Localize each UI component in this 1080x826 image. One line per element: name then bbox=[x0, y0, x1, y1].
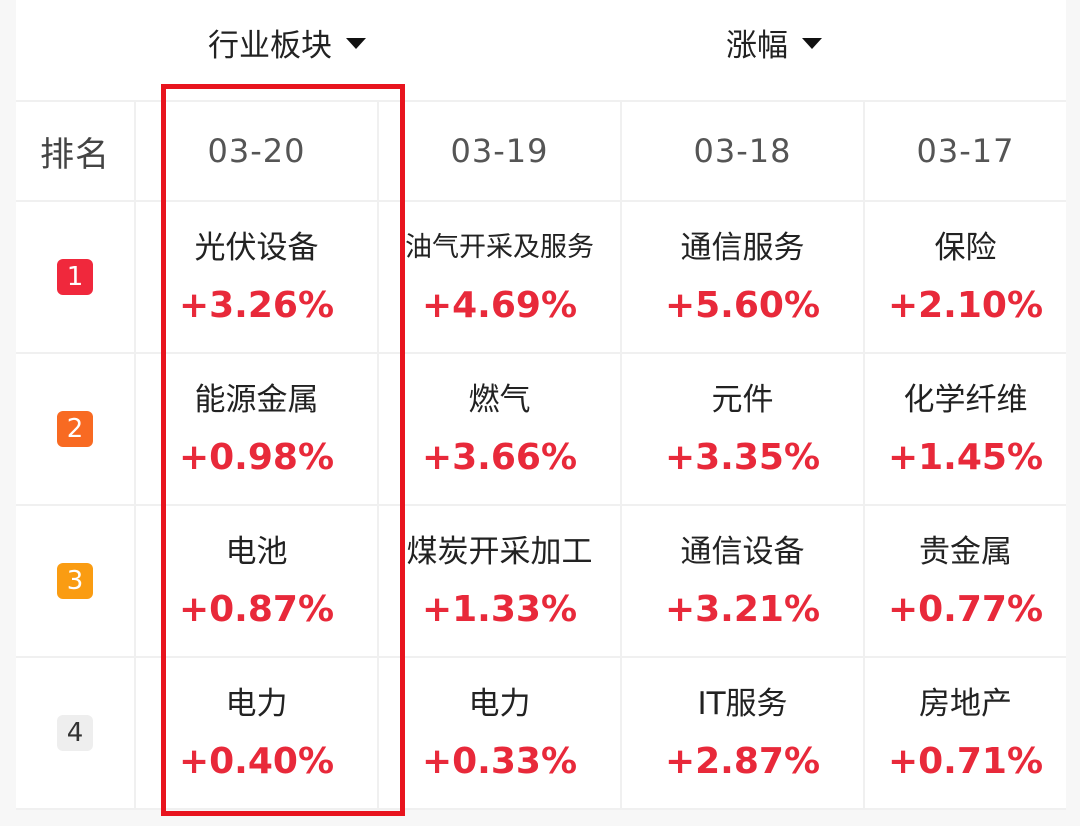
filter-bar: 行业板块 涨幅 bbox=[16, 0, 1066, 102]
sector-change: +0.40% bbox=[178, 741, 335, 782]
sector-change: +2.10% bbox=[887, 285, 1044, 326]
sector-cell[interactable]: 能源金属 +0.98% bbox=[136, 354, 379, 504]
date-label: 03-17 bbox=[916, 132, 1015, 170]
sector-change: +0.87% bbox=[178, 589, 335, 630]
industry-sector-dropdown[interactable]: 行业板块 bbox=[208, 20, 366, 64]
sector-cell[interactable]: 通信服务 +5.60% bbox=[622, 202, 865, 352]
table-header-row: 排名 03-20 03-19 03-18 03-17 bbox=[16, 102, 1066, 202]
sector-cell[interactable]: 电力 +0.33% bbox=[379, 658, 622, 808]
caret-down-icon bbox=[346, 37, 366, 49]
change-sort-dropdown[interactable]: 涨幅 bbox=[726, 20, 822, 64]
caret-down-icon bbox=[802, 37, 822, 49]
rank-cell: 1 bbox=[16, 202, 136, 352]
table-row: 3 电池 +0.87% 煤炭开采加工 +1.33% 通信设备 +3.21% 贵金… bbox=[16, 506, 1066, 658]
sector-cell[interactable]: 油气开采及服务 +4.69% bbox=[379, 202, 622, 352]
sector-name: 通信服务 bbox=[680, 230, 805, 266]
sector-change: +4.69% bbox=[421, 285, 578, 326]
rank-badge: 2 bbox=[57, 411, 93, 447]
rank-column-header: 排名 bbox=[16, 102, 136, 200]
sector-name: 贵金属 bbox=[919, 534, 1012, 570]
rank-cell: 3 bbox=[16, 506, 136, 656]
rank-badge: 3 bbox=[57, 563, 93, 599]
date-column-header[interactable]: 03-20 bbox=[136, 102, 379, 200]
sector-change: +0.71% bbox=[887, 741, 1044, 782]
sector-change: +2.87% bbox=[664, 741, 821, 782]
sector-name: 燃气 bbox=[468, 382, 531, 418]
table-row: 1 光伏设备 +3.26% 油气开采及服务 +4.69% 通信服务 +5.60%… bbox=[16, 202, 1066, 354]
sector-change: +3.66% bbox=[421, 437, 578, 478]
rank-cell: 2 bbox=[16, 354, 136, 504]
sector-change: +1.45% bbox=[887, 437, 1044, 478]
sector-cell[interactable]: 元件 +3.35% bbox=[622, 354, 865, 504]
table-row: 4 电力 +0.40% 电力 +0.33% IT服务 +2.87% 房地产 +0… bbox=[16, 658, 1066, 810]
sector-name: 电力 bbox=[225, 686, 288, 722]
sector-cell[interactable]: 通信设备 +3.21% bbox=[622, 506, 865, 656]
sector-cell[interactable]: 贵金属 +0.77% bbox=[865, 506, 1066, 656]
date-label: 03-19 bbox=[450, 132, 549, 170]
sector-name: 电力 bbox=[468, 686, 531, 722]
industry-sector-label: 行业板块 bbox=[208, 27, 332, 64]
date-column-header[interactable]: 03-18 bbox=[622, 102, 865, 200]
sector-change: +0.77% bbox=[887, 589, 1044, 630]
sector-name: 光伏设备 bbox=[194, 230, 319, 266]
sector-change: +0.98% bbox=[178, 437, 335, 478]
sector-cell[interactable]: 燃气 +3.66% bbox=[379, 354, 622, 504]
sector-ranking-panel: 行业板块 涨幅 排名 03-20 03-19 03-18 bbox=[16, 0, 1066, 816]
date-column-header[interactable]: 03-19 bbox=[379, 102, 622, 200]
date-column-header[interactable]: 03-17 bbox=[865, 102, 1066, 200]
sector-cell[interactable]: 保险 +2.10% bbox=[865, 202, 1066, 352]
date-label: 03-18 bbox=[693, 132, 792, 170]
table-row: 2 能源金属 +0.98% 燃气 +3.66% 元件 +3.35% 化学纤维 +… bbox=[16, 354, 1066, 506]
rank-cell: 4 bbox=[16, 658, 136, 808]
rank-badge: 4 bbox=[57, 715, 93, 751]
sector-name: 煤炭开采加工 bbox=[406, 534, 593, 570]
sector-name: 能源金属 bbox=[194, 382, 319, 418]
sector-cell[interactable]: 电力 +0.40% bbox=[136, 658, 379, 808]
sector-name: 通信设备 bbox=[680, 534, 805, 570]
sector-name: IT服务 bbox=[697, 686, 788, 722]
sector-change: +1.33% bbox=[421, 589, 578, 630]
sector-change: +0.33% bbox=[421, 741, 578, 782]
sector-cell[interactable]: 房地产 +0.71% bbox=[865, 658, 1066, 808]
sector-change: +3.35% bbox=[664, 437, 821, 478]
sector-cell[interactable]: 电池 +0.87% bbox=[136, 506, 379, 656]
sector-change: +3.21% bbox=[664, 589, 821, 630]
sector-name: 电池 bbox=[225, 534, 288, 570]
sector-name: 保险 bbox=[934, 230, 997, 266]
sector-cell[interactable]: 光伏设备 +3.26% bbox=[136, 202, 379, 352]
ranking-table: 排名 03-20 03-19 03-18 03-17 1 bbox=[16, 102, 1066, 810]
sector-cell[interactable]: 煤炭开采加工 +1.33% bbox=[379, 506, 622, 656]
sector-name: 化学纤维 bbox=[903, 382, 1028, 418]
sector-cell[interactable]: IT服务 +2.87% bbox=[622, 658, 865, 808]
rank-header-label: 排名 bbox=[40, 134, 110, 175]
sector-cell[interactable]: 化学纤维 +1.45% bbox=[865, 354, 1066, 504]
sector-name: 房地产 bbox=[919, 686, 1012, 722]
sector-name: 油气开采及服务 bbox=[405, 232, 594, 263]
date-label: 03-20 bbox=[207, 132, 306, 170]
sector-change: +3.26% bbox=[178, 285, 335, 326]
sector-change: +5.60% bbox=[664, 285, 821, 326]
sector-name: 元件 bbox=[711, 382, 774, 418]
change-sort-label: 涨幅 bbox=[726, 27, 788, 64]
rank-badge: 1 bbox=[57, 259, 93, 295]
